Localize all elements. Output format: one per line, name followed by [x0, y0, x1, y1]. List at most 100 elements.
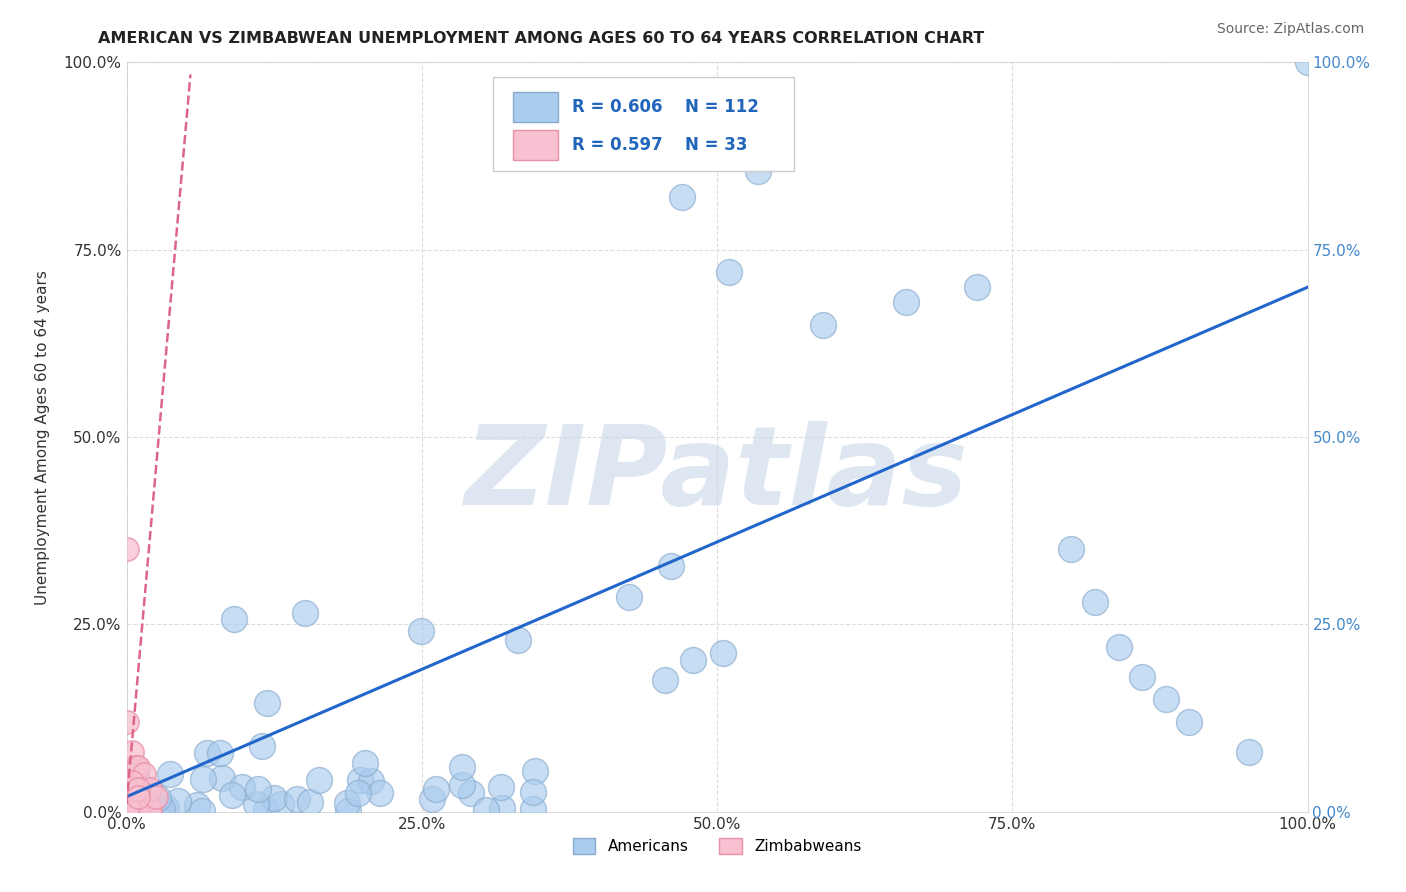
Point: [125, 797, 148, 811]
Text: R = 0.606: R = 0.606: [572, 98, 662, 116]
Point: [222, 612, 245, 626]
Point: [122, 803, 145, 817]
Point: [118, 782, 141, 797]
Point: [256, 696, 278, 710]
Point: [122, 796, 145, 810]
Point: [209, 746, 232, 760]
Point: [211, 771, 233, 785]
Point: [122, 801, 145, 815]
Point: [360, 774, 382, 789]
Point: [717, 265, 740, 279]
Point: [475, 803, 498, 817]
Point: [1154, 692, 1177, 706]
Point: [125, 760, 148, 774]
Legend: Americans, Zimbabweans: Americans, Zimbabweans: [567, 832, 868, 860]
Point: [121, 801, 143, 815]
Point: [127, 760, 149, 774]
Point: [118, 797, 141, 811]
Point: [1108, 640, 1130, 654]
Point: [118, 797, 141, 812]
Point: [138, 799, 160, 814]
Point: [270, 797, 292, 811]
Text: N = 112: N = 112: [685, 98, 759, 116]
Point: [132, 802, 155, 816]
Y-axis label: Unemployment Among Ages 60 to 64 years: Unemployment Among Ages 60 to 64 years: [35, 269, 49, 605]
Point: [134, 767, 156, 781]
Point: [134, 785, 156, 799]
Point: [136, 797, 159, 812]
Point: [139, 802, 162, 816]
Point: [149, 798, 172, 813]
Point: [451, 778, 474, 792]
Point: [124, 798, 146, 813]
Point: [125, 805, 148, 819]
Point: [129, 805, 152, 819]
Point: [120, 795, 142, 809]
Text: ZIPatlas: ZIPatlas: [465, 421, 969, 528]
Point: [115, 789, 138, 804]
Point: [120, 796, 142, 810]
Point: [121, 800, 143, 814]
Point: [136, 802, 159, 816]
Point: [250, 739, 273, 753]
Point: [127, 782, 149, 797]
Point: [139, 782, 162, 797]
Point: [711, 646, 734, 660]
Text: R = 0.597: R = 0.597: [572, 136, 662, 153]
Point: [124, 796, 146, 810]
Point: [195, 746, 218, 760]
Point: [128, 802, 150, 816]
Point: [127, 797, 149, 811]
Point: [120, 803, 142, 817]
Point: [117, 791, 139, 805]
Point: [420, 791, 443, 805]
Point: [145, 789, 167, 804]
Point: [747, 164, 769, 178]
Point: [246, 781, 269, 796]
Point: [115, 714, 138, 729]
Point: [489, 780, 512, 794]
Text: N = 33: N = 33: [685, 136, 748, 153]
Point: [132, 796, 155, 810]
Point: [671, 190, 693, 204]
Point: [132, 798, 155, 813]
Point: [451, 759, 474, 773]
Point: [128, 777, 150, 791]
Point: [263, 791, 285, 805]
Point: [139, 804, 162, 818]
Point: [506, 632, 529, 647]
Point: [134, 797, 156, 812]
Point: [129, 790, 152, 805]
Point: [336, 797, 359, 811]
Point: [125, 801, 148, 815]
Point: [368, 786, 391, 800]
Point: [125, 801, 148, 815]
Point: [132, 804, 155, 818]
Point: [308, 773, 330, 788]
Point: [125, 803, 148, 817]
Point: [118, 798, 141, 813]
Point: [460, 786, 482, 800]
Point: [659, 559, 682, 574]
Point: [125, 805, 148, 819]
Point: [146, 790, 169, 805]
Point: [138, 796, 160, 810]
Point: [349, 773, 371, 788]
Point: [118, 791, 141, 805]
Point: [121, 800, 143, 814]
Point: [138, 794, 160, 808]
Point: [120, 789, 142, 803]
Point: [654, 673, 676, 687]
Point: [121, 789, 143, 804]
Point: [118, 803, 141, 817]
Point: [966, 280, 988, 294]
Point: [1130, 670, 1153, 684]
Point: [115, 542, 138, 557]
Point: [186, 798, 208, 813]
Point: [522, 802, 544, 816]
Point: [117, 803, 139, 817]
Point: [122, 802, 145, 816]
Point: [159, 766, 181, 780]
Point: [221, 788, 243, 802]
Point: [299, 796, 322, 810]
